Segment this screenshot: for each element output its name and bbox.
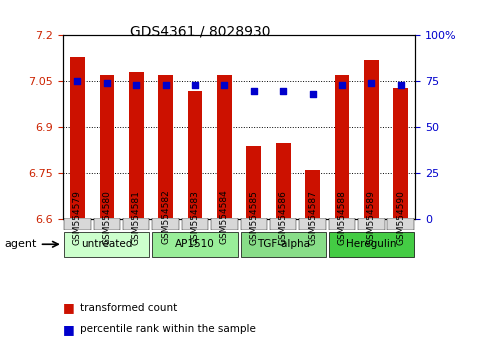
Bar [188,91,202,219]
FancyBboxPatch shape [358,218,384,230]
FancyBboxPatch shape [299,218,326,230]
Text: GDS4361 / 8028930: GDS4361 / 8028930 [130,25,271,39]
FancyBboxPatch shape [64,232,149,257]
FancyBboxPatch shape [211,218,238,230]
Text: AP1510: AP1510 [175,239,215,249]
FancyBboxPatch shape [182,218,208,230]
Text: GSM554590: GSM554590 [396,190,405,245]
FancyBboxPatch shape [94,218,120,230]
Point [368,80,375,86]
Text: percentile rank within the sample: percentile rank within the sample [80,324,256,334]
FancyBboxPatch shape [270,218,297,230]
Text: ■: ■ [63,302,74,314]
Point [191,82,199,88]
Point [397,82,405,88]
Text: GSM554589: GSM554589 [367,190,376,245]
Point [73,79,81,84]
Bar [305,170,320,219]
Text: GSM554585: GSM554585 [249,190,258,245]
Text: GSM554582: GSM554582 [161,190,170,245]
Bar [364,60,379,219]
Point [309,91,316,97]
Bar [217,75,232,219]
Bar [246,146,261,219]
FancyBboxPatch shape [387,218,414,230]
Bar [129,72,143,219]
Bar [393,87,408,219]
Point [103,80,111,86]
Text: GSM554580: GSM554580 [102,190,112,245]
Text: GSM554581: GSM554581 [132,190,141,245]
FancyBboxPatch shape [329,232,414,257]
Bar [158,75,173,219]
FancyBboxPatch shape [329,218,355,230]
Text: untreated: untreated [81,239,132,249]
FancyBboxPatch shape [241,218,267,230]
Text: ■: ■ [63,323,74,336]
Text: agent: agent [5,239,37,249]
FancyBboxPatch shape [153,232,238,257]
FancyBboxPatch shape [123,218,149,230]
Text: TGF-alpha: TGF-alpha [256,239,310,249]
FancyBboxPatch shape [153,218,179,230]
Text: GSM554583: GSM554583 [190,190,199,245]
Text: transformed count: transformed count [80,303,177,313]
Point [279,88,287,93]
Point [132,82,140,88]
FancyBboxPatch shape [64,218,91,230]
Text: Heregulin: Heregulin [346,239,397,249]
Point [250,88,257,93]
Bar [70,57,85,219]
Text: GSM554587: GSM554587 [308,190,317,245]
Point [338,82,346,88]
FancyBboxPatch shape [241,232,326,257]
Text: GSM554588: GSM554588 [338,190,346,245]
Point [162,82,170,88]
Text: GSM554584: GSM554584 [220,190,229,245]
Bar [276,143,290,219]
Text: GSM554586: GSM554586 [279,190,288,245]
Text: GSM554579: GSM554579 [73,190,82,245]
Point [221,82,228,88]
Bar [335,75,349,219]
Bar [99,75,114,219]
